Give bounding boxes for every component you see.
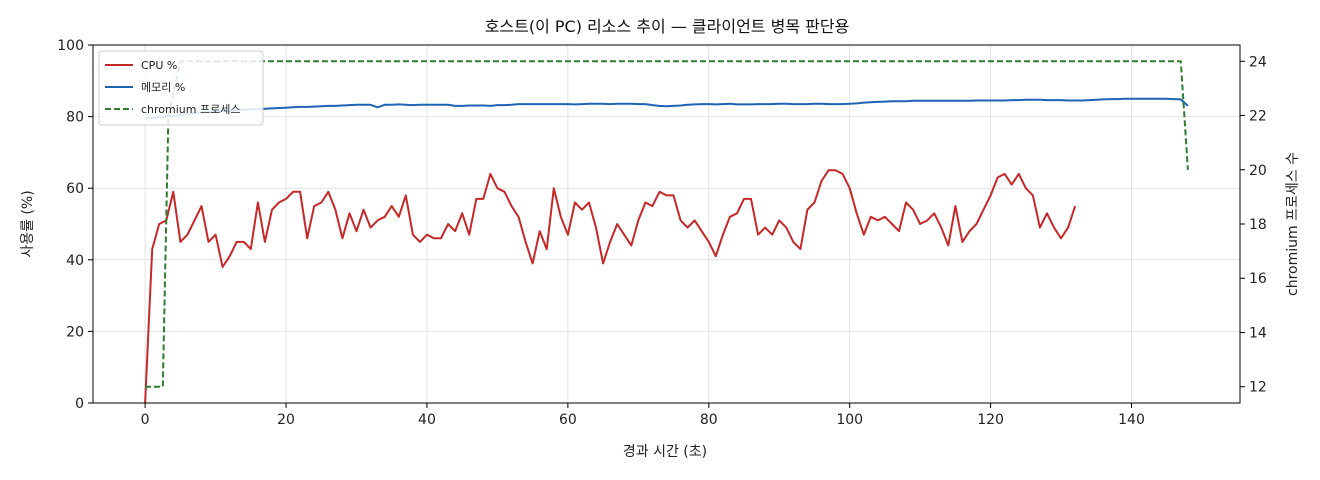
legend-label: CPU % <box>141 59 177 72</box>
legend-label: 메모리 % <box>141 81 185 94</box>
x-tick-label: 40 <box>418 412 436 428</box>
x-tick-label: 60 <box>559 412 577 428</box>
y-tick-label: 20 <box>66 324 84 340</box>
x-tick-label: 140 <box>1118 412 1145 428</box>
series-line-1 <box>144 169 1077 404</box>
y2-tick-label: 12 <box>1249 380 1267 396</box>
x-tick-label: 0 <box>141 412 150 428</box>
y2-tick-label: 16 <box>1249 271 1267 287</box>
y-axis-right: 12 14 16 18 20 22 24 <box>1240 54 1267 396</box>
y2-tick-label: 22 <box>1249 109 1267 125</box>
y2-tick-label: 24 <box>1249 54 1267 70</box>
legend: CPU % 메모리 % chromium 프로세스 <box>98 50 264 126</box>
x-axis: 0 20 40 60 80 100 120 140 <box>141 403 1145 428</box>
y2-axis-title: chromium 프로세스 수 <box>1285 152 1301 296</box>
y2-tick-label: 20 <box>1249 163 1267 179</box>
series-line-2 <box>145 97 1189 120</box>
y-tick-label: 40 <box>66 253 84 269</box>
y-axis-title: 사용률 (%) <box>20 190 36 257</box>
y-axis-left: 0 20 40 60 80 100 <box>57 38 93 412</box>
y-tick-label: 0 <box>75 396 84 412</box>
y2-tick-label: 18 <box>1249 217 1267 233</box>
x-tick-label: 100 <box>836 412 863 428</box>
y-tick-label: 100 <box>57 38 84 54</box>
y2-tick-label: 14 <box>1249 325 1267 341</box>
x-tick-label: 20 <box>277 412 295 428</box>
y-tick-label: 80 <box>66 110 84 126</box>
x-tick-label: 120 <box>977 412 1004 428</box>
y-tick-label: 60 <box>66 181 84 197</box>
legend-box <box>98 50 264 126</box>
chart-title: 호스트(이 PC) 리소스 추이 — 클라이언트 병목 판단용 <box>485 17 850 36</box>
x-tick-label: 80 <box>700 412 718 428</box>
x-axis-title: 경과 시간 (초) <box>623 444 707 460</box>
legend-label: chromium 프로세스 <box>141 103 240 116</box>
